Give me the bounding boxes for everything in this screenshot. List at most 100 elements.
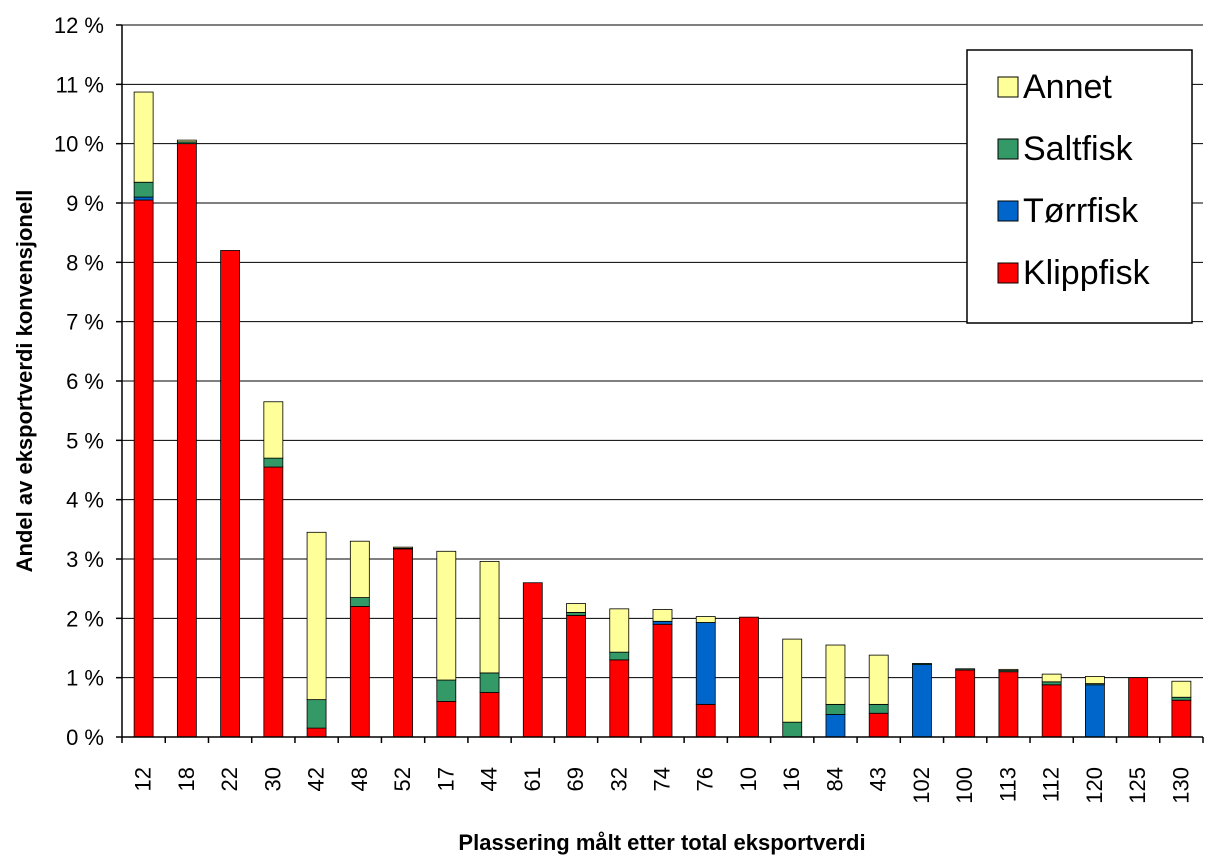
bar-segment-klippfisk xyxy=(1041,684,1062,738)
x-tick-label: 12 xyxy=(131,767,156,791)
y-tick-label: 3 % xyxy=(66,547,104,572)
bar-segment-annet xyxy=(1041,673,1062,683)
legend: Annet Saltfisk Tørrfisk Klippfisk xyxy=(966,49,1193,324)
bar-segment-annet xyxy=(349,540,370,598)
bar-segment-klippfisk xyxy=(436,701,457,738)
bar-segment-saltfisk xyxy=(825,703,846,715)
bar-segment-klippfisk xyxy=(479,692,500,738)
bar-segment-klippfisk xyxy=(695,703,716,738)
y-tick-label: 0 % xyxy=(66,725,104,750)
legend-label: Tørrfisk xyxy=(1023,192,1139,230)
x-tick-label: 102 xyxy=(909,767,934,804)
x-ticks: 12 18 22 30 42 48 52 17 44 61 69 32 74 76 10 16 84 43 102 1… xyxy=(131,767,1194,804)
x-tick-label: 113 xyxy=(995,767,1020,802)
bar-segment-annet xyxy=(263,401,284,459)
bar-segment-klippfisk xyxy=(868,712,889,738)
y-tick-label: 10 % xyxy=(54,132,104,157)
y-tick-label: 11 % xyxy=(55,72,104,97)
x-tick-label: 130 xyxy=(1168,767,1193,804)
legend-label: Saltfisk xyxy=(1023,130,1134,168)
bar-segment-annet xyxy=(695,616,716,623)
y-tick-label: 9 % xyxy=(66,191,104,216)
x-tick-label: 120 xyxy=(1082,767,1107,804)
x-tick-label: 42 xyxy=(304,767,329,791)
bar-segment-annet xyxy=(306,531,327,701)
bar-segment-saltfisk xyxy=(436,679,457,702)
bar-segment-saltfisk xyxy=(306,699,327,729)
bar-segment-annet xyxy=(782,638,803,723)
legend-swatch-saltfisk xyxy=(997,138,1019,160)
axes xyxy=(116,24,1204,743)
bar-segment-annet xyxy=(652,609,673,622)
y-tick-label: 12 % xyxy=(54,13,104,38)
x-tick-label: 76 xyxy=(693,767,718,791)
y-axis-title: Andel av eksportverdi konvensjonell xyxy=(12,190,37,573)
bar-segment-tørrfisk xyxy=(133,196,154,201)
bar-segment-klippfisk xyxy=(176,143,197,738)
bar-segment-klippfisk xyxy=(1128,677,1149,738)
bar-segment-saltfisk xyxy=(479,672,500,693)
x-tick-label: 10 xyxy=(736,767,761,791)
bar-segment-klippfisk xyxy=(609,659,630,738)
y-tick-label: 8 % xyxy=(66,250,104,275)
bar-segment-saltfisk xyxy=(1171,696,1192,701)
bar-segment-saltfisk xyxy=(782,721,803,738)
bar-segment-tørrfisk xyxy=(652,620,673,625)
x-tick-label: 18 xyxy=(174,767,199,791)
x-tick-label: 125 xyxy=(1125,767,1150,804)
bar-segment-klippfisk xyxy=(739,616,759,738)
legend-label: Annet xyxy=(1023,68,1112,106)
y-ticks: 0 % 1 % 2 % 3 % 4 % 5 % 6 % 7 % 8 % 9 % 10 % 11 % 12… xyxy=(54,13,104,750)
bar-segment-klippfisk xyxy=(393,548,413,738)
x-tick-label: 44 xyxy=(477,767,502,791)
bar-segment-annet xyxy=(1171,680,1192,698)
x-axis-title: Plassering målt etter total eksportverdi xyxy=(458,830,865,855)
legend-swatch-klippfisk xyxy=(997,262,1019,284)
bar-segment-saltfisk xyxy=(1041,681,1062,686)
bar-segment-saltfisk xyxy=(263,457,284,468)
bar-segment-saltfisk xyxy=(566,612,586,616)
bar-segment-annet xyxy=(479,560,500,674)
bar-segment-klippfisk xyxy=(998,671,1019,738)
bar-segment-annet xyxy=(566,603,586,613)
bar-segment-klippfisk xyxy=(349,606,370,738)
bar-segment-annet xyxy=(133,91,154,183)
bar-segment-annet xyxy=(998,668,1019,671)
legend-swatch-annet xyxy=(997,76,1019,98)
legend-label: Klippfisk xyxy=(1023,254,1151,292)
bar-segment-annet xyxy=(176,139,197,143)
x-tick-label: 22 xyxy=(217,767,242,791)
bar-segment-annet xyxy=(609,608,630,653)
x-tick-label: 17 xyxy=(433,767,458,791)
x-tick-label: 32 xyxy=(606,767,631,791)
bar-segment-tørrfisk xyxy=(825,714,846,738)
x-tick-label: 74 xyxy=(650,767,675,791)
x-tick-label: 48 xyxy=(347,767,372,791)
bar-segment-klippfisk xyxy=(652,623,673,738)
bar-segment-klippfisk xyxy=(220,250,241,738)
bar-segment-saltfisk xyxy=(868,703,889,714)
bar-segment-klippfisk xyxy=(566,614,586,738)
bar-segment-annet xyxy=(436,550,457,681)
y-tick-label: 6 % xyxy=(66,369,104,394)
y-tick-label: 7 % xyxy=(66,310,104,335)
x-tick-label: 16 xyxy=(779,767,804,791)
bar-segment-annet xyxy=(393,546,413,549)
y-tick-label: 2 % xyxy=(66,606,104,631)
bar-segment-annet xyxy=(868,654,889,705)
x-tick-label: 84 xyxy=(822,767,847,791)
bar-segment-klippfisk xyxy=(522,582,543,738)
bar-segment-tørrfisk xyxy=(695,622,716,705)
x-tick-label: 61 xyxy=(520,767,545,791)
y-tick-label: 1 % xyxy=(66,666,104,691)
x-tick-label: 69 xyxy=(563,767,588,791)
bar-segment-tørrfisk xyxy=(912,664,932,738)
x-tick-label: 52 xyxy=(390,767,415,791)
bar-segment-annet xyxy=(825,644,846,705)
bar-segment-klippfisk xyxy=(263,466,284,738)
x-tick-label: 112 xyxy=(1039,767,1064,802)
bar-segment-saltfisk xyxy=(609,651,630,661)
x-tick-label: 43 xyxy=(866,767,891,791)
bar-segment-tørrfisk xyxy=(1085,684,1105,738)
bar-segment-saltfisk xyxy=(955,668,976,671)
